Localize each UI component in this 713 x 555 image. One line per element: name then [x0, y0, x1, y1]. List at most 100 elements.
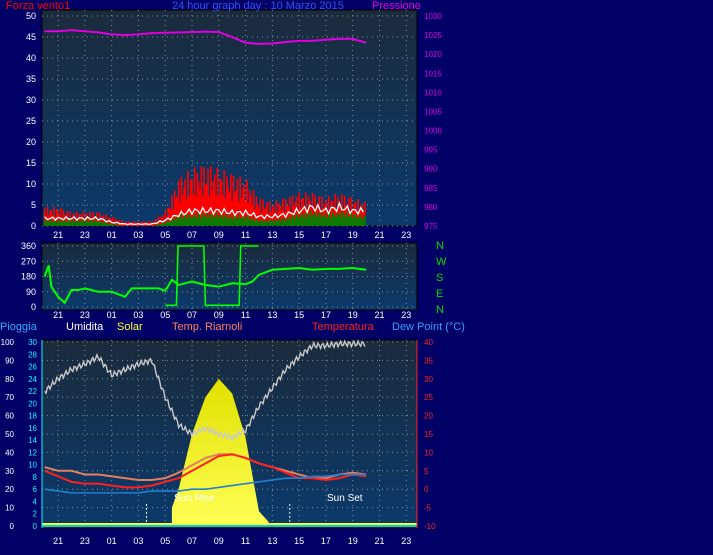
top-right-tick: 1015 [424, 69, 442, 78]
top-left-tick: 50 [26, 11, 36, 21]
rain-tick: 20 [5, 485, 14, 494]
x-tick-label-top: 23 [80, 230, 90, 240]
humidity-tick: 2 [33, 510, 38, 519]
compass-label-e: E [436, 288, 444, 300]
x-tick-label-mid: 19 [348, 310, 358, 320]
mid-left-tick: 360 [21, 241, 36, 251]
x-tick-label-top: 19 [348, 230, 358, 240]
mid-left-tick: 0 [31, 302, 36, 312]
humidity-line [44, 339, 366, 443]
temp-tick: 5 [424, 467, 429, 476]
x-tick-label-mid: 01 [107, 310, 117, 320]
x-tick-label-top: 15 [294, 230, 304, 240]
x-tick-label-mid: 09 [214, 310, 224, 320]
x-tick-label-top: 11 [241, 230, 250, 240]
x-tick-label-bottom: 11 [241, 536, 250, 546]
top-right-tick: 995 [424, 146, 438, 155]
x-tick-label-bottom: 21 [53, 536, 63, 546]
temp-tick: 15 [424, 430, 433, 439]
top-left-tick: 0 [31, 221, 36, 231]
humidity-tick: 6 [33, 485, 38, 494]
legend-rain: Pioggia [0, 321, 37, 333]
compass-label-w: W [436, 256, 447, 268]
compass-label-s: S [436, 272, 444, 284]
top-left-tick: 30 [26, 95, 36, 105]
compass-label-n-bottom: N [436, 304, 444, 316]
x-tick-label-mid: 05 [160, 310, 170, 320]
humidity-tick: 16 [28, 424, 37, 433]
rain-tick: 100 [1, 338, 15, 347]
graph-title: 24 hour graph day : 10 Marzo 2015 [172, 0, 344, 12]
rain-tick: 60 [5, 412, 14, 421]
humidity-tick: 30 [28, 338, 37, 347]
top-right-tick: 980 [424, 203, 438, 212]
x-tick-label-mid: 11 [241, 310, 250, 320]
top-left-tick: 15 [26, 158, 36, 168]
mid-panel-background [41, 242, 418, 311]
x-tick-label-bottom: 23 [80, 536, 90, 546]
x-tick-label-top: 23 [401, 230, 411, 240]
legend-temperature: Temperatura [312, 321, 374, 333]
humidity-tick: 8 [33, 473, 38, 482]
humidity-tick: 22 [28, 387, 37, 396]
humidity-tick: 24 [28, 375, 37, 384]
x-tick-label-top: 07 [187, 230, 197, 240]
temp-tick: 30 [424, 375, 433, 384]
x-tick-label-bottom: 01 [107, 536, 117, 546]
rain-tick: 80 [5, 375, 14, 384]
top-right-tick: 1005 [424, 107, 442, 116]
rain-series-line [42, 525, 417, 527]
humidity-tick: 26 [28, 363, 37, 372]
x-tick-label-top: 13 [267, 230, 277, 240]
temperature-line [44, 453, 367, 489]
x-tick-label-top: 21 [53, 230, 63, 240]
legend-dew-point: Dew Point (°C) [392, 321, 465, 333]
top-right-tick: 1020 [424, 50, 442, 59]
top-right-tick: 975 [424, 222, 438, 231]
temp-tick: -5 [424, 504, 432, 513]
top-left-tick: 25 [26, 116, 36, 126]
x-tick-label-mid: 15 [294, 310, 304, 320]
x-tick-label-bottom: 17 [321, 536, 331, 546]
x-tick-label-bottom: 07 [187, 536, 197, 546]
x-tick-label-mid: 07 [187, 310, 197, 320]
top-left-tick: 10 [26, 179, 36, 189]
dew-point-line [44, 473, 367, 494]
humidity-tick: 28 [28, 350, 37, 359]
sun-set-label: Sun Set [327, 493, 363, 504]
rain-tick: 0 [10, 522, 15, 531]
x-tick-label-mid: 21 [374, 310, 384, 320]
wind-direction-line [43, 265, 367, 305]
humidity-tick: 4 [33, 497, 38, 506]
x-tick-label-top: 21 [374, 230, 384, 240]
legend-humidity: Umidita [66, 321, 104, 333]
x-tick-label-mid: 13 [267, 310, 277, 320]
x-tick-label-mid: 03 [133, 310, 143, 320]
temp-tick: 25 [424, 393, 433, 402]
humidity-tick: 12 [28, 448, 37, 457]
top-right-tick: 1030 [424, 12, 442, 21]
rain-tick: 30 [5, 467, 14, 476]
humidity-tick: 14 [28, 436, 37, 445]
x-tick-label-top: 03 [133, 230, 143, 240]
compass-label-n-top: N [436, 240, 444, 252]
temp-tick: 10 [424, 448, 433, 457]
sun-rise-label: Sun Rise [174, 493, 215, 504]
temp-tick: 40 [424, 338, 433, 347]
legend-soil: Temp. Riarnoli [172, 321, 243, 333]
temp-tick: -10 [424, 522, 436, 531]
x-tick-label-bottom: 15 [294, 536, 304, 546]
x-tick-label-bottom: 09 [214, 536, 224, 546]
top-right-title: Pressione [372, 0, 421, 12]
mid-left-tick: 90 [26, 287, 36, 297]
top-left-tick: 5 [31, 200, 36, 210]
top-right-tick: 1010 [424, 88, 442, 97]
mid-left-tick: 180 [21, 272, 36, 282]
top-left-tick: 45 [26, 32, 36, 42]
wind-direction-variable [165, 245, 259, 307]
top-right-tick: 1025 [424, 31, 442, 40]
top-right-tick: 1000 [424, 127, 442, 136]
rain-tick: 10 [5, 504, 14, 513]
